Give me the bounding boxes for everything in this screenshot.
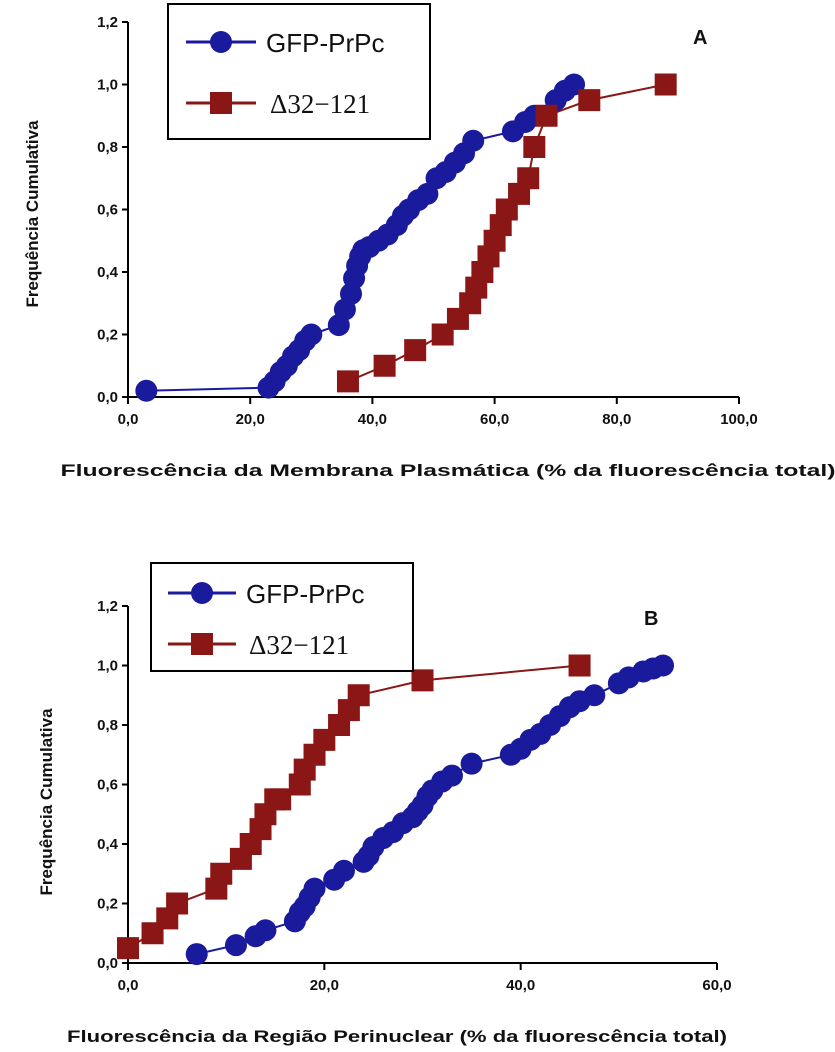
- panel-b-y-tick-label: 0,0: [97, 955, 118, 972]
- panel-b-point-delta: [411, 669, 434, 692]
- panel-b-y-tick-label: 0,2: [97, 896, 118, 913]
- panel-b-legend: GFP-PrPc Δ32−121: [150, 562, 414, 672]
- panel-a-point-delta: [578, 89, 601, 112]
- panel-b-point-gfp: [460, 752, 483, 775]
- panel-a-x-tick-label: 100,0: [720, 411, 758, 428]
- panel-b-point-gfp: [440, 764, 463, 787]
- panel-b-legend-marker-gfp: [191, 582, 213, 604]
- panel-a-letter: A: [693, 27, 707, 49]
- panel-b-point-delta: [568, 654, 591, 677]
- panel-a-point-delta: [336, 370, 359, 393]
- panel-a-x-tick-label: 60,0: [480, 411, 509, 428]
- panel-a-legend-marker-gfp: [210, 31, 232, 53]
- panel-b-y-tick-label: 0,6: [97, 777, 118, 794]
- panel-a-x-tick-label: 40,0: [358, 411, 387, 428]
- panel-a-y-tick-label: 0,4: [97, 264, 119, 281]
- panel-a-x-label: Fluorescência da Membrana Plasmática (% …: [61, 461, 835, 480]
- panel-a-markers: [135, 73, 677, 402]
- panel-a-x-axis: 0,0 20,0 40,0 60,0 80,0 100,0: [118, 396, 758, 428]
- panel-a-y-label: Frequência Cumulativa: [23, 120, 42, 308]
- panel-b-y-tick-label: 0,8: [97, 717, 118, 734]
- panel-b-point-gfp: [583, 684, 606, 707]
- panel-a-legend-label-gfp: GFP-PrPc: [266, 28, 384, 58]
- panel-a-x-tick-label: 20,0: [236, 411, 265, 428]
- panel-b-x-tick-label: 40,0: [506, 977, 535, 994]
- panel-b: B 0,00,20,40,60,81,01,2 0,0 20,0 40,0 60,0 …: [37, 562, 732, 1046]
- panel-b-point-gfp: [652, 654, 675, 677]
- panel-a-point-delta: [404, 339, 427, 362]
- panel-a-legend-marker-delta: [210, 92, 232, 114]
- panel-a-legend: GFP-PrPc Δ32−121: [167, 3, 431, 140]
- panel-b-legend-marker-delta: [191, 633, 213, 655]
- panel-b-x-tick-label: 60,0: [702, 977, 731, 994]
- panel-b-y-tick-label: 0,4: [97, 836, 119, 853]
- panel-b-point-gfp: [224, 934, 247, 957]
- panel-b-y-tick-label: 1,0: [97, 658, 118, 675]
- panel-a-point-gfp: [462, 129, 485, 152]
- panel-b-y-label: Frequência Cumulativa: [37, 708, 56, 896]
- panel-b-x-axis: 0,0 20,0 40,0 60,0: [118, 962, 732, 994]
- panel-a-y-tick-label: 1,0: [97, 77, 118, 94]
- panel-a-point-delta: [517, 167, 540, 190]
- panel-a-point-gfp: [135, 379, 158, 402]
- panel-b-legend-label-delta: Δ32−121: [249, 630, 349, 660]
- panel-a-x-tick-label: 80,0: [602, 411, 631, 428]
- panel-b-x-tick-label: 0,0: [118, 977, 139, 994]
- panel-a-point-delta: [535, 104, 558, 127]
- panel-b-point-delta: [210, 862, 233, 885]
- panel-b-legend-label-gfp: GFP-PrPc: [246, 579, 364, 609]
- panel-a-legend-box: [167, 3, 431, 140]
- panel-b-x-label: Fluorescência da Região Perinuclear (% d…: [67, 1027, 727, 1046]
- panel-a-y-tick-label: 1,2: [97, 14, 118, 31]
- panel-b-y-axis: 0,0 0,2 0,4 0,6 0,8 1,0 1,2: [97, 598, 129, 972]
- panel-b-point-gfp: [185, 943, 208, 966]
- panel-b-letter: B: [644, 608, 658, 630]
- panel-a-y-tick-label: 0,8: [97, 139, 118, 156]
- panel-a-point-gfp: [300, 323, 323, 346]
- panel-a: A 0,0 0,2 0,4 0,6 0,8 1,0 1,2 0,0 20,0 40,0 60,0 8…: [23, 3, 835, 480]
- panel-b-point-delta: [347, 684, 370, 707]
- panel-a-point-delta: [654, 73, 677, 96]
- panel-b-point-delta: [166, 892, 189, 915]
- panel-a-y-tick-label: 0,2: [97, 327, 118, 344]
- panel-b-point-gfp: [303, 877, 326, 900]
- panel-a-y-axis: 0,0 0,2 0,4 0,6 0,8 1,0 1,2: [97, 14, 129, 406]
- panel-a-legend-label-delta: Δ32−121: [270, 89, 370, 119]
- panel-b-point-gfp: [332, 859, 355, 882]
- panel-b-point-delta: [269, 788, 292, 811]
- panel-a-point-delta: [523, 136, 546, 158]
- panel-b-y-tick-label: 1,2: [97, 598, 118, 615]
- panel-b-point-gfp: [254, 919, 277, 942]
- panel-b-x-tick-label: 20,0: [310, 977, 339, 994]
- panel-a-x-tick-label: 0,0: [118, 411, 139, 428]
- panel-a-y-tick-label: 0,0: [97, 389, 118, 406]
- panel-b-markers: [117, 654, 675, 966]
- panel-a-y-tick-label: 0,6: [97, 202, 118, 219]
- panel-a-point-delta: [373, 354, 396, 377]
- panel-b-point-delta: [117, 937, 139, 960]
